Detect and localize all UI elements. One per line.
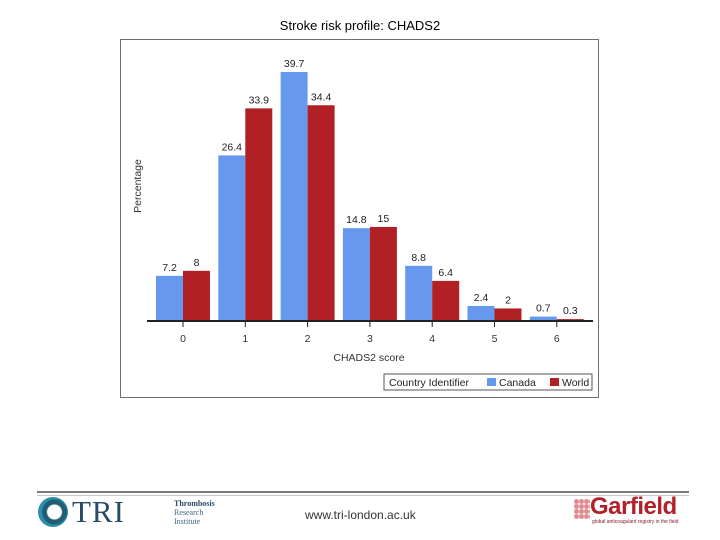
bar-world: [307, 105, 335, 321]
footer-url[interactable]: www.tri-london.ac.uk: [305, 508, 416, 522]
bar-world: [494, 308, 522, 321]
data-label: 14.8: [346, 214, 367, 226]
data-label: 6.4: [438, 267, 453, 279]
tri-logo-text: TRI: [72, 494, 125, 529]
legend-swatch-canada: [487, 378, 496, 386]
bar-canada: [342, 228, 370, 321]
data-label: 15: [378, 213, 390, 225]
bar-canada: [405, 265, 433, 321]
x-tick-label: 6: [554, 333, 560, 345]
page-title: Stroke risk profile: CHADS2: [279, 18, 441, 33]
data-label: 39.7: [284, 58, 305, 70]
tri-logo: TRI Thrombosis Research Institute: [38, 494, 215, 529]
data-label: 7.2: [162, 262, 177, 274]
data-label: 8.8: [411, 252, 426, 264]
data-label: 2: [505, 294, 511, 306]
x-tick-label: 4: [429, 333, 435, 345]
bar-canada: [467, 305, 495, 321]
y-axis-title: Percentage: [132, 159, 144, 213]
data-label: 26.4: [222, 141, 243, 153]
bar-canada: [218, 155, 246, 321]
garfield-tagline: global anticoagulant registry in the fie…: [592, 519, 679, 525]
data-label: 34.4: [311, 91, 332, 103]
tri-sub-line: Thrombosis: [174, 499, 215, 508]
bar-world: [183, 270, 210, 321]
tri-sub-line: Research: [174, 508, 204, 517]
data-label: 33.9: [249, 94, 270, 106]
tri-logo-subtitle: Thrombosis Research Institute: [174, 499, 234, 526]
data-label: 2.4: [474, 292, 489, 304]
x-tick-label: 1: [242, 333, 248, 345]
footer-divider: [37, 491, 689, 493]
bar-world: [369, 226, 397, 321]
bar-world: [432, 280, 460, 321]
bar-world: [245, 108, 273, 321]
tri-emblem-icon: [38, 497, 68, 527]
x-tick-label: 5: [492, 333, 498, 345]
x-tick-label: 2: [305, 333, 311, 345]
data-label: 8: [194, 257, 200, 269]
x-tick-label: 3: [367, 333, 373, 345]
legend-title: Country Identifier: [389, 377, 469, 389]
footer-divider-thin: [37, 495, 689, 496]
x-axis-title: CHADS2 score: [333, 352, 404, 364]
data-label: 0.7: [536, 303, 551, 315]
bar-canada: [280, 72, 308, 321]
garfield-dots-icon: [574, 499, 590, 519]
legend-label-canada: Canada: [499, 377, 536, 389]
bar-canada: [156, 275, 183, 321]
bar-canada: [529, 316, 557, 321]
legend-swatch-world: [550, 378, 559, 386]
data-label: 0.3: [563, 305, 578, 317]
x-tick-label: 0: [180, 333, 186, 345]
garfield-logo: Garfield global anticoagulant registry i…: [574, 493, 694, 529]
chart-frame: 7.2 26.4 39.7 14.8 8.8 2.4 0.7 8 33.9 34.4 15 6.4 2 0…: [120, 39, 599, 398]
legend-label-world: World: [562, 377, 589, 389]
tri-sub-line: Institute: [174, 517, 201, 526]
garfield-logo-text: Garfield: [590, 493, 677, 520]
